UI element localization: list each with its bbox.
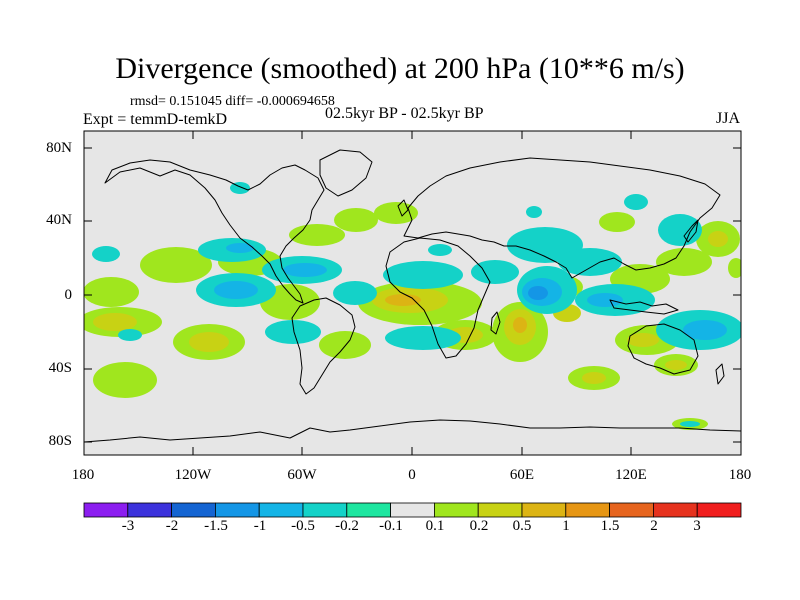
colorbar-label: 1 [562, 518, 570, 534]
axis-ticks [83, 131, 742, 455]
plot-title: Divergence (smoothed) at 200 hPa (10**6 … [115, 52, 685, 85]
colorbar-label: 0.1 [425, 518, 445, 534]
colorbar-label: 0.5 [512, 518, 532, 534]
colorbar-swatch [214, 502, 260, 518]
antarctica-coast [84, 419, 741, 443]
indonesia-coast [609, 299, 679, 315]
australia-coast [627, 323, 699, 375]
colorbar-swatch [302, 502, 348, 518]
positive-anomalies [84, 202, 741, 430]
colorbar-swatch [521, 502, 567, 518]
new-zealand-coast [715, 363, 725, 385]
colorbar-swatch [127, 502, 173, 518]
colorbar-swatch [390, 502, 435, 518]
x-tick-label: 60W [287, 467, 317, 483]
divergence-field [84, 149, 741, 443]
colorbar-label: -2 [165, 518, 179, 534]
greenland-coast [319, 149, 373, 197]
x-tick-label: 180 [728, 467, 752, 483]
coastlines [84, 149, 741, 443]
colorbar-swatch [653, 502, 698, 518]
x-tick-label: 120E [615, 467, 647, 483]
y-tick-label: 0 [64, 287, 73, 303]
japan-coast [683, 219, 699, 243]
colorbar-swatch [477, 502, 523, 518]
south-america-coast [291, 297, 356, 395]
y-tick-label: 40S [48, 360, 72, 376]
period-label: 02.5kyr BP - 02.5kyr BP [325, 105, 484, 122]
x-tick-label: 60E [509, 467, 535, 483]
x-tick-label: 0 [408, 467, 416, 483]
colorbar [83, 502, 742, 518]
eurasia-coast [403, 157, 721, 279]
negative-anomalies [92, 182, 741, 427]
x-tick-label: 180 [71, 467, 95, 483]
africa-coast [385, 237, 491, 359]
colorbar-label: -0.2 [335, 518, 359, 534]
colorbar-label: -3 [121, 518, 135, 534]
colorbar-label: 0.2 [469, 518, 489, 534]
stats-text: rmsd= 0.151045 diff= -0.000694658 [130, 94, 335, 109]
y-tick-label: 80S [48, 433, 72, 449]
colorbar-swatch [433, 502, 479, 518]
colorbar-label: -1.5 [204, 518, 228, 534]
experiment-label: Expt = temmD-temkD [83, 111, 228, 128]
colorbar-swatch [565, 502, 610, 518]
colorbar-label: 2 [650, 518, 658, 534]
y-tick-label: 40N [46, 212, 72, 228]
x-tick-label: 120W [174, 467, 212, 483]
madagascar-coast [490, 311, 501, 335]
colorbar-swatch [258, 502, 304, 518]
colorbar-label: -0.1 [379, 518, 403, 534]
colorbar-swatch [171, 502, 216, 518]
colorbar-swatch [696, 502, 742, 518]
north-america-coast [104, 159, 325, 304]
colorbar-label: -1 [253, 518, 267, 534]
colorbar-swatch [346, 502, 391, 518]
colorbar-swatch [609, 502, 654, 518]
colorbar-label: -0.5 [291, 518, 315, 534]
colorbar-label: 3 [693, 518, 701, 534]
season-label: JJA [716, 110, 741, 127]
y-tick-label: 80N [46, 140, 72, 156]
colorbar-label: 1.5 [600, 518, 620, 534]
colorbar-swatch [83, 502, 129, 518]
uk-coast [397, 199, 409, 217]
